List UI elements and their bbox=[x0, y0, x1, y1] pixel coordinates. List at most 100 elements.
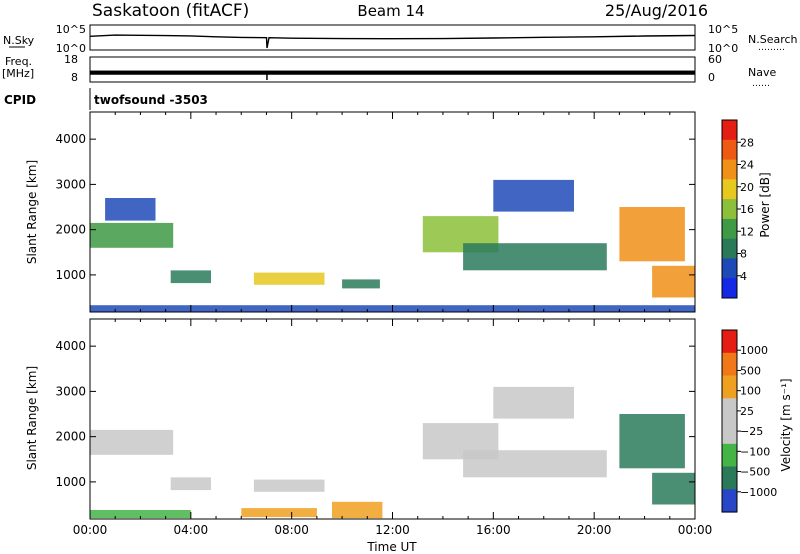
power-data bbox=[90, 179, 695, 312]
freq-tick-bottom: 8 bbox=[71, 71, 78, 84]
xtick-label: 16:00 bbox=[476, 523, 511, 537]
velocity-colorbar: 1000 500 100 25 −25 −100 −500 −1000 bbox=[721, 329, 777, 513]
freq-strip: Freq. [MHz] 18 8 60 0 Nave …… bbox=[2, 53, 776, 89]
echo-region-3 bbox=[253, 272, 325, 285]
echo-region-9 bbox=[241, 508, 317, 518]
freq-band bbox=[90, 70, 695, 75]
freq-tick-top: 18 bbox=[64, 53, 78, 66]
ytick-label: 1000 bbox=[55, 268, 86, 282]
colorbar-swatch bbox=[722, 398, 737, 422]
echo-region-9 bbox=[652, 265, 695, 298]
colorbar-swatch bbox=[722, 120, 737, 141]
colorbar-tick-label: −500 bbox=[740, 466, 770, 479]
colorbar-tick-label: −100 bbox=[740, 445, 770, 458]
cpid-value: twofsound -3503 bbox=[94, 93, 208, 107]
colorbar-tick-label: −25 bbox=[740, 425, 763, 438]
nsearch-tick-bottom: 10^0 bbox=[708, 42, 738, 55]
echo-region-8 bbox=[332, 501, 383, 519]
velocity-colorbar-label: Velocity [m s⁻¹] bbox=[779, 378, 793, 471]
echo-region-4 bbox=[342, 279, 380, 289]
ytick-label: 4000 bbox=[55, 132, 86, 146]
echo-region-1 bbox=[170, 477, 211, 491]
cpid-row: CPID twofsound -3503 bbox=[4, 88, 208, 110]
colorbar-swatch bbox=[722, 179, 737, 200]
colorbar-tick-label: 16 bbox=[740, 203, 754, 216]
xtick-label: 08:00 bbox=[274, 523, 309, 537]
nsearch-dots: ……… bbox=[758, 43, 785, 53]
nave-dots: …… bbox=[752, 79, 770, 89]
echo-region-1 bbox=[105, 198, 156, 221]
ytick-label: 2000 bbox=[55, 223, 86, 237]
ytick-label: 3000 bbox=[55, 384, 86, 398]
power-xaxis bbox=[89, 112, 696, 312]
echo-region-10 bbox=[90, 510, 191, 519]
date-title: 25/Aug/2016 bbox=[605, 1, 708, 20]
power-panel: 1000 2000 3000 4000 Slant Range [km] 28 24 20… bbox=[25, 111, 772, 313]
colorbar-tick-label: 12 bbox=[740, 225, 754, 238]
colorbar-tick-label: 20 bbox=[740, 181, 754, 194]
colorbar-swatch bbox=[722, 443, 737, 468]
echo-region-6 bbox=[463, 243, 607, 271]
colorbar-swatch bbox=[722, 159, 737, 180]
colorbar-swatch bbox=[722, 375, 737, 399]
colorbar-swatch bbox=[722, 352, 737, 377]
velocity-xaxis: 00:00 04:00 08:00 12:00 16:00 20:00 00:00 bbox=[73, 319, 713, 537]
colorbar-swatch bbox=[722, 489, 737, 513]
nsky-tick-bottom: 10^0 bbox=[56, 42, 86, 55]
cpid-label: CPID bbox=[4, 93, 36, 107]
echo-region-7 bbox=[652, 472, 695, 505]
xtick-label: 20:00 bbox=[577, 523, 612, 537]
xtick-label: 12:00 bbox=[375, 523, 410, 537]
echo-region-7 bbox=[493, 179, 574, 212]
echo-region-8 bbox=[619, 207, 685, 262]
freq-frame bbox=[89, 56, 696, 83]
ytick-label: 4000 bbox=[55, 339, 86, 353]
colorbar-tick-label: 28 bbox=[740, 136, 754, 149]
nsky-strip: N.Sky 10^5 10^0 10^5 10^0 N.Search ……… bbox=[3, 23, 798, 55]
colorbar-swatch bbox=[722, 466, 737, 490]
echo-region-2 bbox=[170, 270, 211, 284]
colorbar-swatch bbox=[722, 139, 737, 161]
velocity-yaxis: 1000 2000 3000 4000 bbox=[55, 339, 695, 489]
colorbar-swatch bbox=[722, 218, 737, 240]
nave-tick-bottom: 0 bbox=[708, 71, 715, 84]
time-axis-label: Time UT bbox=[366, 540, 417, 554]
ytick-label: 2000 bbox=[55, 430, 86, 444]
nave-label: Nave bbox=[748, 66, 776, 79]
xtick-label: 00:00 bbox=[678, 523, 713, 537]
freq-unit-label: [MHz] bbox=[2, 67, 34, 80]
colorbar-tick-label: 4 bbox=[740, 270, 747, 283]
colorbar-swatch bbox=[722, 238, 737, 259]
velocity-ylabel: Slant Range [km] bbox=[25, 366, 39, 470]
colorbar-tick-label: 25 bbox=[740, 405, 754, 418]
power-yaxis: 1000 2000 3000 4000 bbox=[55, 132, 695, 282]
station-title: Saskatoon (fitACF) bbox=[92, 1, 249, 21]
ytick-label: 3000 bbox=[55, 177, 86, 191]
nave-tick-top: 60 bbox=[708, 53, 722, 66]
colorbar-tick-label: −1000 bbox=[740, 486, 777, 499]
colorbar-tick-label: 24 bbox=[740, 159, 754, 172]
colorbar-tick-label: 100 bbox=[740, 385, 761, 398]
nsearch-label: N.Search bbox=[748, 33, 798, 46]
freq-label: Freq. bbox=[5, 55, 32, 68]
echo-region-6 bbox=[619, 414, 685, 469]
velocity-panel: 1000 2000 3000 4000 00:00 04:00 08:00 12:00 16:… bbox=[25, 318, 793, 554]
power-ylabel: Slant Range [km] bbox=[25, 160, 39, 264]
beam-title: Beam 14 bbox=[357, 2, 424, 20]
colorbar-swatch bbox=[722, 199, 737, 220]
colorbar-swatch bbox=[722, 258, 737, 279]
xtick-label: 04:00 bbox=[174, 523, 209, 537]
colorbar-frame bbox=[721, 329, 738, 513]
colorbar-swatch bbox=[722, 330, 737, 354]
nsky-frame bbox=[89, 24, 696, 51]
ytick-label: 1000 bbox=[55, 475, 86, 489]
nsky-label: N.Sky bbox=[3, 34, 35, 47]
power-colorbar: 28 24 20 16 12 8 4 bbox=[721, 119, 754, 299]
echo-region-0 bbox=[90, 222, 174, 248]
colorbar-tick-label: 1000 bbox=[740, 344, 768, 357]
echo-region-2 bbox=[253, 479, 325, 492]
nsky-tick-top: 10^5 bbox=[56, 23, 86, 36]
nsearch-tick-top: 10^5 bbox=[708, 23, 738, 36]
colorbar-swatch bbox=[722, 278, 737, 299]
